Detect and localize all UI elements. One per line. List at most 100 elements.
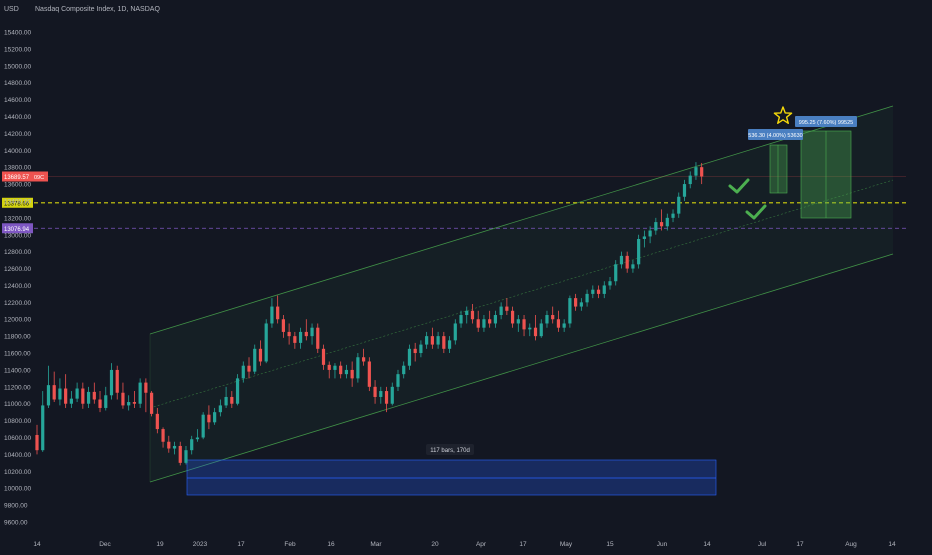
candle-body	[35, 434, 39, 451]
candle-body	[551, 315, 555, 320]
candle	[344, 364, 349, 379]
x-tick-label: 14	[703, 541, 711, 548]
candle	[86, 386, 91, 408]
date-range-rect[interactable]	[186, 459, 717, 496]
candle	[659, 209, 664, 231]
candle-body	[98, 399, 102, 408]
candle-body	[596, 289, 601, 294]
candle	[287, 323, 291, 345]
candle-body	[115, 369, 119, 393]
candle	[150, 391, 154, 417]
candle-body	[86, 391, 91, 404]
candle-body	[138, 382, 142, 404]
y-tick-label: 10800.00	[4, 418, 31, 425]
candle-body	[178, 445, 182, 463]
candle-body	[516, 319, 520, 324]
y-tick-label: 13000.00	[4, 232, 31, 239]
candle-body	[574, 298, 578, 307]
candle	[442, 331, 446, 354]
channel-lower-line[interactable]	[149, 253, 894, 483]
candle	[350, 361, 354, 387]
channel-upper-line[interactable]	[149, 105, 894, 335]
candle-body	[172, 445, 177, 449]
y-axis[interactable]: 9600.00 9800.00 10000.00 10200.00 10400.00 10…	[4, 30, 31, 527]
candle	[505, 298, 509, 316]
candle	[310, 323, 314, 345]
level-price-tag	[2, 197, 33, 208]
candle-body	[625, 255, 629, 269]
candle-body	[384, 391, 389, 404]
candle	[694, 162, 698, 180]
level-price-label: 13076.94	[4, 227, 30, 233]
y-tick-label: 14200.00	[4, 131, 31, 138]
checkmark-icon	[745, 204, 767, 220]
candle	[213, 407, 217, 425]
x-tick-label: 14	[888, 541, 896, 548]
candle	[379, 386, 383, 404]
candle-body	[619, 255, 624, 265]
candle-body	[241, 365, 245, 379]
x-tick-label: May	[560, 541, 573, 548]
candle	[172, 441, 177, 455]
candle-body	[195, 437, 200, 440]
date-range-label-bg	[426, 444, 474, 455]
y-tick-label: 10600.00	[4, 435, 31, 442]
candle	[459, 310, 463, 328]
candle	[167, 435, 171, 453]
candle	[436, 331, 440, 349]
candle	[665, 213, 669, 231]
x-tick-label: 16	[327, 541, 335, 548]
candle	[608, 277, 612, 290]
y-tick-label: 15000.00	[4, 63, 31, 70]
x-tick-label: Jul	[758, 541, 767, 548]
date-range-box[interactable]: 117 bars, 170d	[186, 444, 717, 496]
candle	[671, 209, 675, 223]
y-tick-label: 12200.00	[4, 300, 31, 307]
candle-body	[648, 230, 652, 237]
candle	[276, 295, 280, 324]
candle	[316, 323, 320, 354]
x-axis[interactable]: 14 Dec 19 2023 17 Feb 16 Mar 20 Apr 17 May 15 Jun 14 Ju…	[33, 541, 896, 548]
x-tick-label: Jun	[657, 541, 668, 548]
candle-body	[327, 364, 331, 370]
candle-body	[287, 331, 291, 337]
candle	[384, 386, 389, 413]
candle-body	[556, 319, 561, 328]
candle-body	[379, 391, 383, 397]
candle-body	[258, 348, 263, 362]
candle-body	[224, 396, 228, 406]
candle	[367, 357, 371, 392]
level-price-label: 13378.66	[4, 201, 30, 207]
candle-body	[69, 398, 73, 404]
channel-mid-line[interactable]	[149, 179, 894, 409]
candle	[58, 378, 62, 406]
measure-box-small[interactable]	[769, 144, 788, 194]
candle	[402, 361, 406, 379]
candle	[453, 319, 457, 345]
candle-body	[184, 450, 188, 463]
candle-body	[659, 222, 664, 227]
candle	[425, 331, 429, 349]
candle-body	[608, 281, 612, 286]
candle-body	[396, 374, 400, 387]
candle	[138, 378, 142, 408]
candle-body	[453, 323, 457, 341]
candle-body	[121, 392, 125, 406]
candle	[648, 226, 652, 244]
candle	[482, 315, 486, 332]
candle-body	[293, 336, 297, 343]
x-tick-label: 17	[519, 541, 527, 548]
y-tick-label: 13600.00	[4, 182, 31, 189]
price-measures[interactable]: 536.30 (4.00%) 53630 995.25 (7.60%) 99525	[748, 116, 857, 219]
horizontal-levels[interactable]: 13378.66 13076.94 13689.57 09C	[2, 171, 906, 234]
candle-body	[493, 315, 497, 324]
last-price-tag	[2, 171, 48, 182]
candle	[104, 386, 108, 411]
candle	[264, 319, 268, 364]
regression-channel[interactable]	[149, 105, 894, 483]
candle	[144, 378, 148, 413]
candle	[362, 348, 366, 366]
candle-body	[476, 319, 480, 328]
